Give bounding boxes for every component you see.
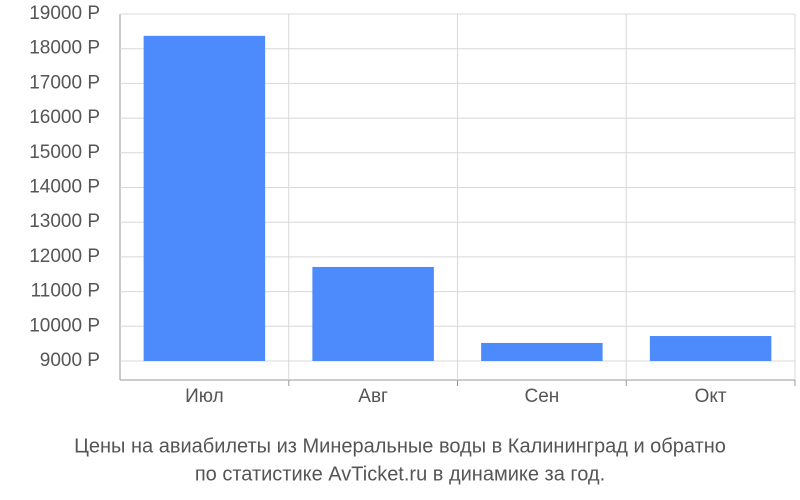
x-tick-label: Авг — [358, 386, 388, 407]
x-tick-label: Окт — [695, 386, 727, 407]
y-tick-label: 13000 Р — [29, 211, 100, 232]
y-tick-label: 18000 Р — [29, 38, 100, 59]
bar — [143, 35, 266, 362]
y-tick-label: 15000 Р — [29, 142, 100, 163]
y-tick-label: 19000 Р — [29, 3, 100, 24]
bar — [481, 342, 603, 361]
y-tick-label: 11000 Р — [31, 281, 100, 302]
x-tick-label: Сен — [524, 386, 559, 407]
bar — [649, 336, 772, 361]
x-tick-label: Июл — [185, 386, 224, 407]
y-tick-label: 16000 Р — [29, 107, 100, 128]
y-tick-label: 10000 Р — [29, 315, 100, 336]
y-tick-label: 12000 Р — [29, 246, 100, 267]
y-tick-label: 14000 Р — [29, 177, 100, 198]
y-tick-label: 9000 Р — [40, 350, 100, 371]
chart-title: Цены на авиабилеты из Минеральные воды в… — [74, 435, 726, 457]
y-tick-label: 17000 Р — [29, 72, 100, 93]
bar — [312, 266, 434, 361]
chart-title: по статистике AvTicket.ru в динамике за … — [195, 463, 605, 485]
